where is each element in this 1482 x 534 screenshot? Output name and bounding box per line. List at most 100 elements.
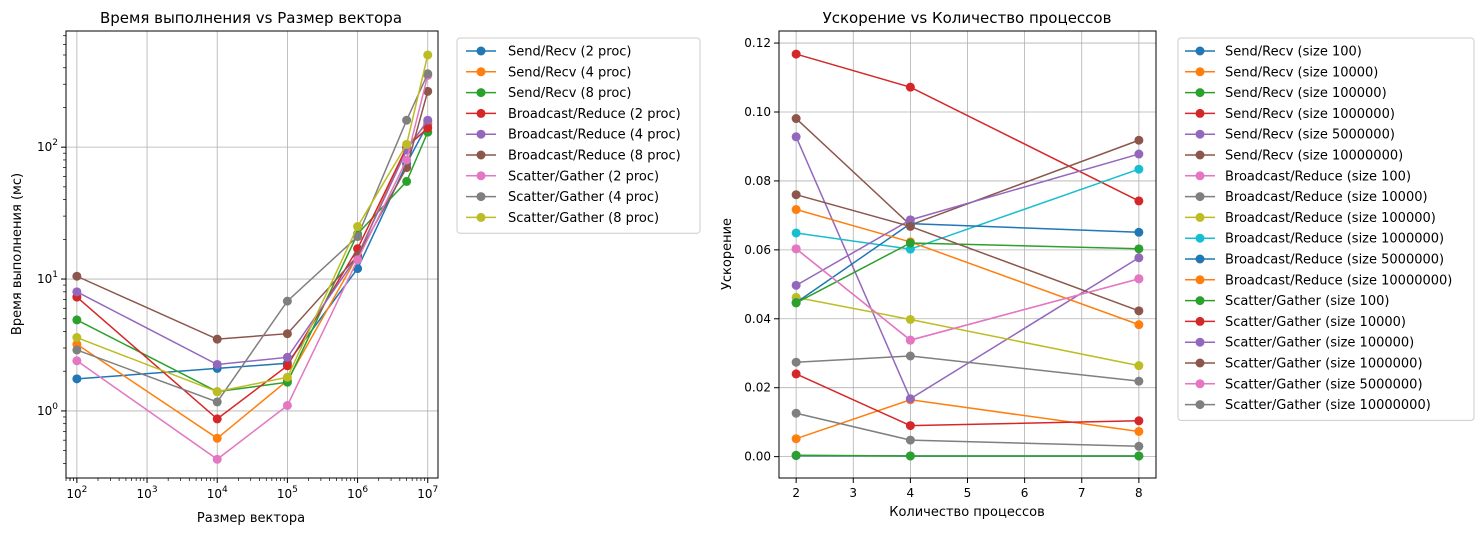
- legend-label: Broadcast/Reduce (size 100000): [1225, 211, 1436, 226]
- axis-ticks: 102 103 104 105 106 107 100 101 102: [37, 35, 438, 501]
- series-line-path: [76, 121, 429, 440]
- series-line: [72, 119, 433, 384]
- legend-label: Scatter/Gather (4 proc): [508, 190, 659, 205]
- data-point: [905, 451, 915, 461]
- series-line: [791, 244, 1144, 345]
- data-point: [423, 69, 433, 79]
- data-point: [791, 114, 801, 124]
- legend-label: Send/Recv (size 1000000): [1225, 107, 1395, 122]
- data-point: [72, 374, 82, 384]
- legend-item: Send/Recv (size 100000): [1185, 86, 1387, 101]
- data-point: [353, 222, 363, 232]
- series-line-path: [76, 75, 429, 461]
- legend-item: Scatter/Gather (size 100000): [1185, 336, 1414, 351]
- legend-swatch-marker: [1195, 275, 1205, 285]
- x-tick-label: 4: [907, 486, 915, 500]
- series-line: [791, 238, 1144, 308]
- data-point: [791, 244, 801, 254]
- y-tick-label: 0.00: [744, 450, 771, 464]
- legend-item: Broadcast/Reduce (size 10000): [1185, 190, 1428, 205]
- data-point: [1134, 426, 1144, 436]
- legend-item: Broadcast/Reduce (size 10000000): [1185, 273, 1452, 288]
- x-tick-label: 103: [137, 485, 158, 501]
- y-tick-label: 0.04: [744, 312, 771, 326]
- series-line-path: [76, 123, 429, 380]
- legend-label: Send/Recv (size 100): [1225, 45, 1362, 60]
- data-point: [353, 264, 363, 274]
- grid: [779, 31, 1156, 478]
- legend-label: Scatter/Gather (size 100000): [1225, 336, 1414, 351]
- data-point: [791, 450, 801, 460]
- data-point: [791, 298, 801, 308]
- series-line: [72, 86, 433, 344]
- data-point: [72, 315, 82, 325]
- legend-box: [456, 37, 701, 234]
- data-point: [402, 155, 412, 165]
- chart-title: Ускорение vs Количество процессов: [823, 9, 1112, 27]
- data-point: [791, 132, 801, 142]
- legend-label: Send/Recv (8 proc): [508, 86, 632, 101]
- legend-item: Send/Recv (8 proc): [466, 86, 632, 101]
- legend-label: Broadcast/Reduce (size 10000): [1225, 190, 1428, 205]
- legend-swatch-marker: [1195, 171, 1205, 181]
- data-point: [212, 397, 222, 407]
- y-tick-label: 0.12: [744, 36, 771, 50]
- data-point: [1134, 416, 1144, 426]
- data-point: [1134, 227, 1144, 237]
- data-point: [1134, 376, 1144, 386]
- legend-item: Scatter/Gather (size 100): [1185, 294, 1389, 309]
- legend-item: Scatter/Gather (4 proc): [466, 190, 659, 205]
- legend-label: Broadcast/Reduce (2 proc): [508, 107, 681, 122]
- legend-swatch-marker: [476, 171, 486, 181]
- legend-swatch-marker: [1195, 254, 1205, 264]
- y-axis-label: Время выполнения (мс): [10, 173, 25, 335]
- x-tick-label: 2: [792, 486, 800, 500]
- legend-swatch-marker: [1195, 379, 1205, 389]
- legend-label: Scatter/Gather (size 100): [1225, 294, 1389, 309]
- data-point: [1134, 253, 1144, 263]
- legend-item: Scatter/Gather (2 proc): [466, 169, 659, 184]
- legend-swatch-marker: [476, 88, 486, 98]
- x-tick-label: 107: [417, 485, 438, 501]
- legend-label: Scatter/Gather (8 proc): [508, 211, 659, 226]
- legend-swatch-marker: [476, 150, 486, 160]
- y-tick-label: 101: [37, 270, 58, 286]
- legend-label: Scatter/Gather (2 proc): [508, 169, 659, 184]
- legend-item: Broadcast/Reduce (size 5000000): [1185, 253, 1444, 268]
- chart-speedup: Ускорение vs Количество процессов 2 3 4 5 6 7…: [720, 9, 1475, 520]
- legend: Send/Recv (2 proc) Send/Recv (4 proc) Send…: [456, 37, 701, 234]
- legend-item: Broadcast/Reduce (size 1000000): [1185, 232, 1444, 247]
- y-tick-label: 0.08: [744, 174, 771, 188]
- x-tick-label: 8: [1135, 486, 1143, 500]
- data-point: [905, 244, 915, 254]
- data-point: [353, 232, 363, 242]
- series-group: [791, 49, 1144, 461]
- data-point: [212, 414, 222, 424]
- data-point: [1134, 274, 1144, 284]
- legend-label: Scatter/Gather (size 10000000): [1225, 398, 1431, 413]
- legend: Send/Recv (size 100) Send/Recv (size 1000…: [1177, 37, 1475, 421]
- data-point: [1134, 320, 1144, 330]
- legend-label: Send/Recv (size 10000000): [1225, 149, 1403, 164]
- data-point: [402, 139, 412, 149]
- x-tick-label: 5: [964, 486, 972, 500]
- legend-item: Send/Recv (size 10000000): [1185, 149, 1403, 164]
- data-point: [791, 280, 801, 290]
- data-point: [905, 394, 915, 404]
- legend-label: Broadcast/Reduce (8 proc): [508, 149, 681, 164]
- x-tick-label: 3: [849, 486, 857, 500]
- data-point: [905, 215, 915, 225]
- legend-swatch-marker: [1195, 358, 1205, 368]
- data-point: [212, 433, 222, 443]
- data-point: [791, 49, 801, 59]
- legend-label: Scatter/Gather (size 10000): [1225, 315, 1406, 330]
- legend-swatch-marker: [1195, 88, 1205, 98]
- data-point: [791, 434, 801, 444]
- x-tick-label: 104: [207, 485, 228, 501]
- legend-item: Broadcast/Reduce (4 proc): [466, 128, 681, 143]
- data-point: [72, 356, 82, 366]
- legend-swatch-marker: [1195, 400, 1205, 410]
- data-point: [905, 314, 915, 324]
- series-line: [72, 115, 433, 369]
- data-point: [905, 82, 915, 92]
